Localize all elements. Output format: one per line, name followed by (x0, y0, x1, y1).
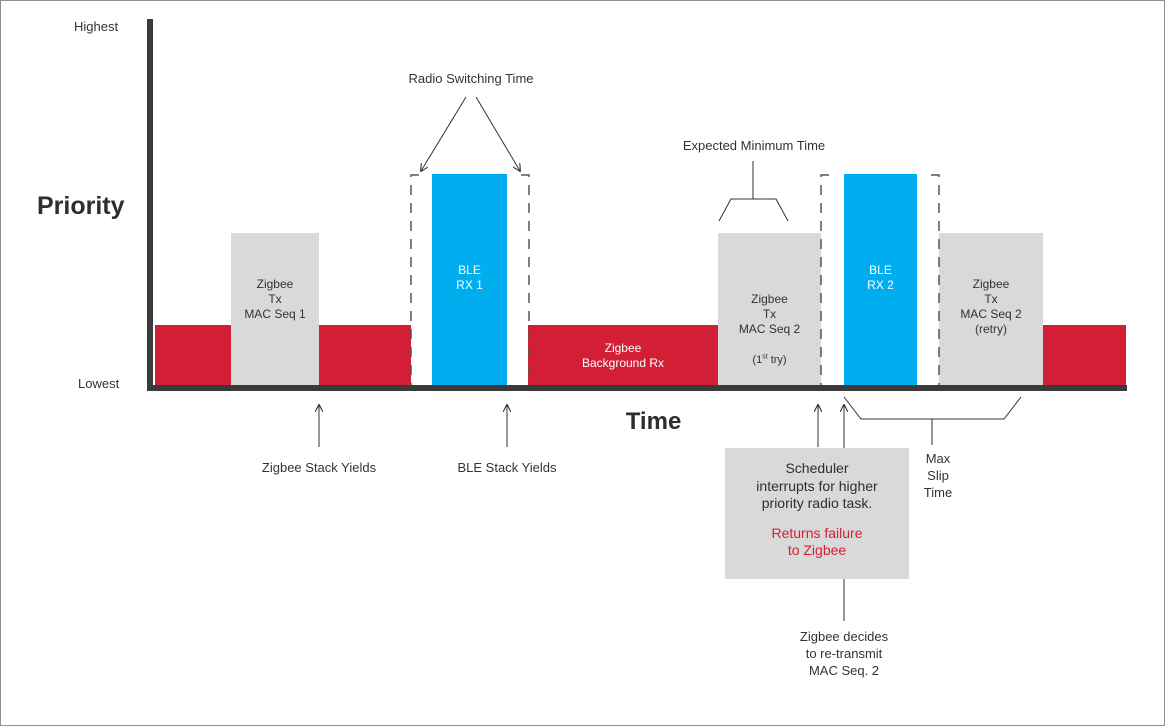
scheduler-interrupt-box: Scheduler interrupts for higher priority… (725, 448, 909, 579)
zigbee-background-rx-label: Zigbee Background Rx (581, 341, 665, 370)
x-axis-title: Time (625, 408, 682, 435)
zigbee-tx-seq2-retry-block (939, 233, 1043, 386)
y-axis-lowest-label: Lowest (78, 376, 120, 391)
zigbee-tx-seq1-label: Zigbee Tx MAC Seq 1 (244, 277, 306, 321)
zigbee-background-bar-1 (155, 325, 231, 386)
zigbee-tx-seq2-first-main: Zigbee Tx MAC Seq 2 (738, 292, 801, 336)
ble-rx1-label: BLE RX 1 (456, 263, 483, 292)
returns-failure-text: Returns failure to Zigbee (771, 524, 863, 559)
y-axis-highest-label: Highest (74, 19, 119, 34)
ble-rx2-label: BLE RX 2 (867, 263, 894, 292)
ble-rx1-dashed-bracket-left (410, 174, 419, 385)
zigbee-background-bar-3 (528, 325, 718, 386)
zigbee-decides-label: Zigbee decides to re-transmit MAC Seq. 2 (799, 629, 889, 678)
max-slip-time-bracket (843, 396, 1022, 445)
zigbee-tx-seq2-first-label: Zigbee Tx MAC Seq 2 (1st try) (718, 277, 821, 368)
zigbee-tx-seq2-first-block (718, 233, 821, 386)
ble-rx2-dashed-bracket-right (931, 174, 940, 385)
ble-rx2-dashed-bracket-left (820, 174, 829, 385)
zigbee-tx-seq2-first-note: (1st try) (752, 353, 787, 366)
zigbee-tx-seq2-retry-label: Zigbee Tx MAC Seq 2 (retry) (960, 277, 1022, 336)
expected-minimum-time-label: Expected Minimum Time (682, 138, 826, 153)
zigbee-background-bar-4 (1043, 325, 1126, 386)
zigbee-tx-seq1-block (231, 233, 319, 386)
radio-switching-arrow-left (421, 96, 467, 171)
ble-rx1-block (432, 174, 507, 386)
radio-switching-arrow-right (475, 96, 520, 171)
radio-switching-time-label: Radio Switching Time (408, 71, 534, 86)
ble-rx2-block (844, 174, 917, 386)
scheduler-interrupt-text: Scheduler interrupts for higher priority… (756, 460, 878, 511)
ble-stack-yields-label: BLE Stack Yields (457, 460, 557, 475)
zigbee-background-bar-2 (319, 325, 411, 386)
zigbee-stack-yields-label: Zigbee Stack Yields (261, 460, 377, 475)
expected-minimum-time-bracket (718, 161, 789, 222)
max-slip-time-label: Max Slip Time (923, 451, 953, 500)
y-axis-title: Priority (37, 192, 125, 220)
